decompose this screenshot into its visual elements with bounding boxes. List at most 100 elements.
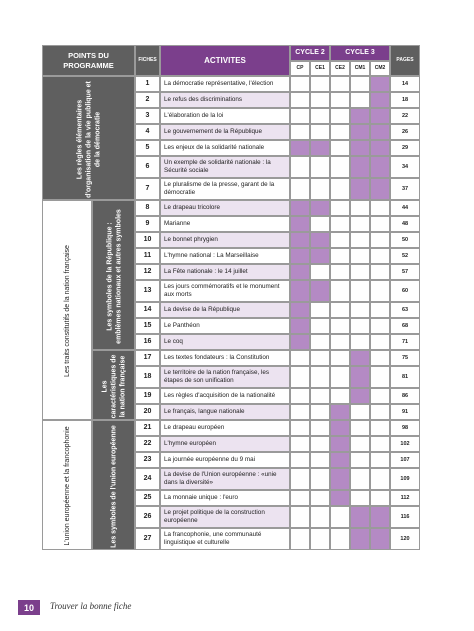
page-ref: 57 bbox=[390, 264, 420, 280]
section-label-cell: Les règles élémentaires d'organisation d… bbox=[42, 76, 135, 200]
level-cell bbox=[350, 404, 370, 420]
level-cell bbox=[330, 468, 350, 490]
fiche-number: 12 bbox=[135, 264, 160, 280]
fiche-number: 10 bbox=[135, 232, 160, 248]
level-cell bbox=[350, 76, 370, 92]
level-cell bbox=[310, 178, 330, 200]
level-cell bbox=[310, 528, 330, 550]
level-cell bbox=[330, 490, 350, 506]
level-cell bbox=[310, 156, 330, 178]
level-cell bbox=[350, 350, 370, 366]
header-level: CP bbox=[290, 61, 310, 76]
level-cell bbox=[290, 108, 310, 124]
page-ref: 26 bbox=[390, 124, 420, 140]
level-cell bbox=[310, 248, 330, 264]
activity: Les textes fondateurs : la Constitution bbox=[160, 350, 290, 366]
level-cell bbox=[350, 264, 370, 280]
page-ref: 14 bbox=[390, 76, 420, 92]
level-cell bbox=[350, 318, 370, 334]
fiche-number: 16 bbox=[135, 334, 160, 350]
level-cell bbox=[350, 216, 370, 232]
level-cell bbox=[370, 108, 390, 124]
activity: Le drapeau européen bbox=[160, 420, 290, 436]
level-cell bbox=[370, 528, 390, 550]
page-ref: 52 bbox=[390, 248, 420, 264]
level-cell bbox=[370, 490, 390, 506]
level-cell bbox=[370, 216, 390, 232]
level-cell bbox=[350, 334, 370, 350]
level-cell bbox=[370, 334, 390, 350]
page-ref: 116 bbox=[390, 506, 420, 528]
fiche-number: 23 bbox=[135, 452, 160, 468]
header-pages: PAGES bbox=[390, 45, 420, 76]
activity: Le bonnet phrygien bbox=[160, 232, 290, 248]
level-cell bbox=[290, 248, 310, 264]
level-cell bbox=[330, 350, 350, 366]
level-cell bbox=[350, 156, 370, 178]
level-cell bbox=[290, 124, 310, 140]
fiche-number: 24 bbox=[135, 468, 160, 490]
activity: Les enjeux de la solidarité nationale bbox=[160, 140, 290, 156]
level-cell bbox=[290, 200, 310, 216]
level-cell bbox=[330, 140, 350, 156]
level-cell bbox=[290, 264, 310, 280]
level-cell bbox=[330, 528, 350, 550]
level-cell bbox=[330, 436, 350, 452]
level-cell bbox=[290, 334, 310, 350]
level-cell bbox=[290, 318, 310, 334]
page-number: 10 bbox=[18, 600, 40, 615]
activity: Les règles d'acquisition de la nationali… bbox=[160, 388, 290, 404]
section-label-cell: L'union européenne et la francophonie bbox=[42, 420, 92, 550]
level-cell bbox=[330, 92, 350, 108]
level-cell bbox=[290, 452, 310, 468]
level-cell bbox=[370, 76, 390, 92]
fiche-number: 6 bbox=[135, 156, 160, 178]
level-cell bbox=[290, 92, 310, 108]
activity: La devise de la République bbox=[160, 302, 290, 318]
level-cell bbox=[330, 264, 350, 280]
page-ref: 18 bbox=[390, 92, 420, 108]
level-cell bbox=[330, 232, 350, 248]
level-cell bbox=[330, 334, 350, 350]
fiche-number: 27 bbox=[135, 528, 160, 550]
activity: Le territoire de la nation française, le… bbox=[160, 366, 290, 388]
section-label: Les traits constitutifs de la nation fra… bbox=[63, 245, 71, 377]
level-cell bbox=[350, 366, 370, 388]
level-cell bbox=[350, 140, 370, 156]
activity: Un exemple de solidarité nationale : la … bbox=[160, 156, 290, 178]
activity: L'élaboration de la loi bbox=[160, 108, 290, 124]
level-cell bbox=[330, 452, 350, 468]
header-level: CM2 bbox=[370, 61, 390, 76]
level-cell bbox=[350, 280, 370, 302]
level-cell bbox=[330, 420, 350, 436]
activity: La démocratie représentative, l'élection bbox=[160, 76, 290, 92]
level-cell bbox=[330, 178, 350, 200]
level-cell bbox=[370, 452, 390, 468]
level-cell bbox=[290, 468, 310, 490]
level-cell bbox=[350, 506, 370, 528]
activity: La francophonie, une communauté linguist… bbox=[160, 528, 290, 550]
level-cell bbox=[350, 420, 370, 436]
activity: Le français, langue nationale bbox=[160, 404, 290, 420]
level-cell bbox=[370, 140, 390, 156]
header-activites: ACTIVITES bbox=[160, 45, 290, 76]
level-cell bbox=[350, 388, 370, 404]
level-cell bbox=[310, 76, 330, 92]
page-ref: 63 bbox=[390, 302, 420, 318]
fiche-number: 21 bbox=[135, 420, 160, 436]
level-cell bbox=[370, 404, 390, 420]
level-cell bbox=[290, 436, 310, 452]
level-cell bbox=[330, 506, 350, 528]
level-cell bbox=[370, 178, 390, 200]
level-cell bbox=[350, 124, 370, 140]
level-cell bbox=[290, 140, 310, 156]
level-cell bbox=[330, 124, 350, 140]
level-cell bbox=[350, 468, 370, 490]
level-cell bbox=[350, 232, 370, 248]
level-cell bbox=[370, 200, 390, 216]
level-cell bbox=[370, 350, 390, 366]
page-ref: 81 bbox=[390, 366, 420, 388]
level-cell bbox=[310, 108, 330, 124]
level-cell bbox=[370, 468, 390, 490]
